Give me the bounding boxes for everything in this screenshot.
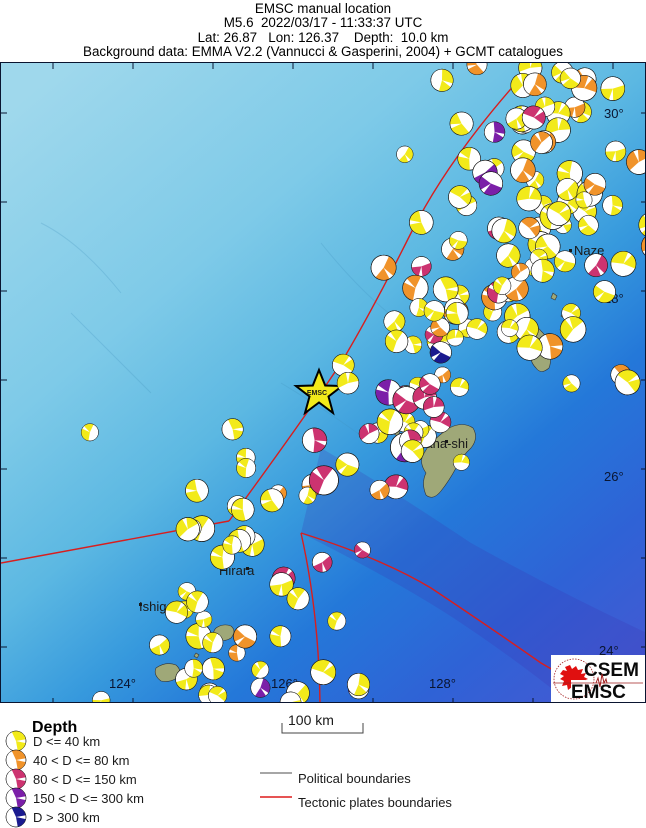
svg-text:128°: 128° [429,676,456,691]
svg-text:30°: 30° [604,106,624,121]
svg-text:124°: 124° [109,676,136,691]
svg-text:26°: 26° [604,469,624,484]
svg-text:CSEM: CSEM [584,660,639,681]
svg-text:EMSC: EMSC [307,390,327,397]
svg-text:EMSC: EMSC [571,682,626,703]
